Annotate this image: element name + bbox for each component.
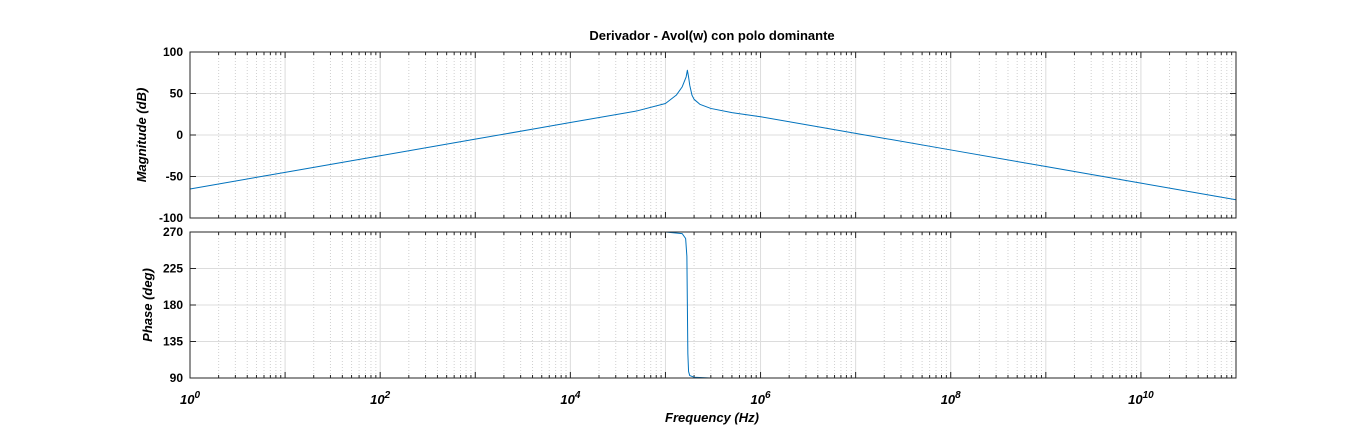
x-tick-label: 106 xyxy=(751,390,771,407)
phase-ylabel: Phase (deg) xyxy=(140,268,155,342)
phase-panel: 90 135 180 225 270 xyxy=(163,225,1237,385)
magnitude-series-line xyxy=(189,69,1237,201)
y-tick-label: 270 xyxy=(163,225,183,239)
y-tick-label: -100 xyxy=(159,211,183,225)
y-tick-label: 0 xyxy=(176,128,183,142)
magnitude-panel: -100 -50 0 50 100 xyxy=(159,45,1237,225)
x-tick-label: 1010 xyxy=(1128,390,1154,407)
y-tick-label: 100 xyxy=(163,45,183,59)
phase-axes-frame xyxy=(189,231,1237,379)
x-axis-label: Frequency (Hz) xyxy=(665,410,759,425)
x-tick-label: 102 xyxy=(370,390,390,407)
magnitude-ylabel: Magnitude (dB) xyxy=(134,88,149,183)
x-tick-label: 108 xyxy=(941,390,961,407)
y-tick-label: 90 xyxy=(170,371,184,385)
y-tick-label: 50 xyxy=(170,87,184,101)
y-tick-label: -50 xyxy=(166,170,184,184)
chart-title: Derivador - Avol(w) con polo dominante xyxy=(589,28,834,43)
x-tick-label: 100 xyxy=(180,390,200,407)
x-tick-label: 104 xyxy=(560,390,580,407)
y-tick-label: 180 xyxy=(163,298,183,312)
magnitude-axes-frame xyxy=(189,51,1237,219)
phase-series-line xyxy=(190,231,1236,379)
y-tick-label: 225 xyxy=(163,262,183,276)
y-tick-label: 135 xyxy=(163,335,183,349)
